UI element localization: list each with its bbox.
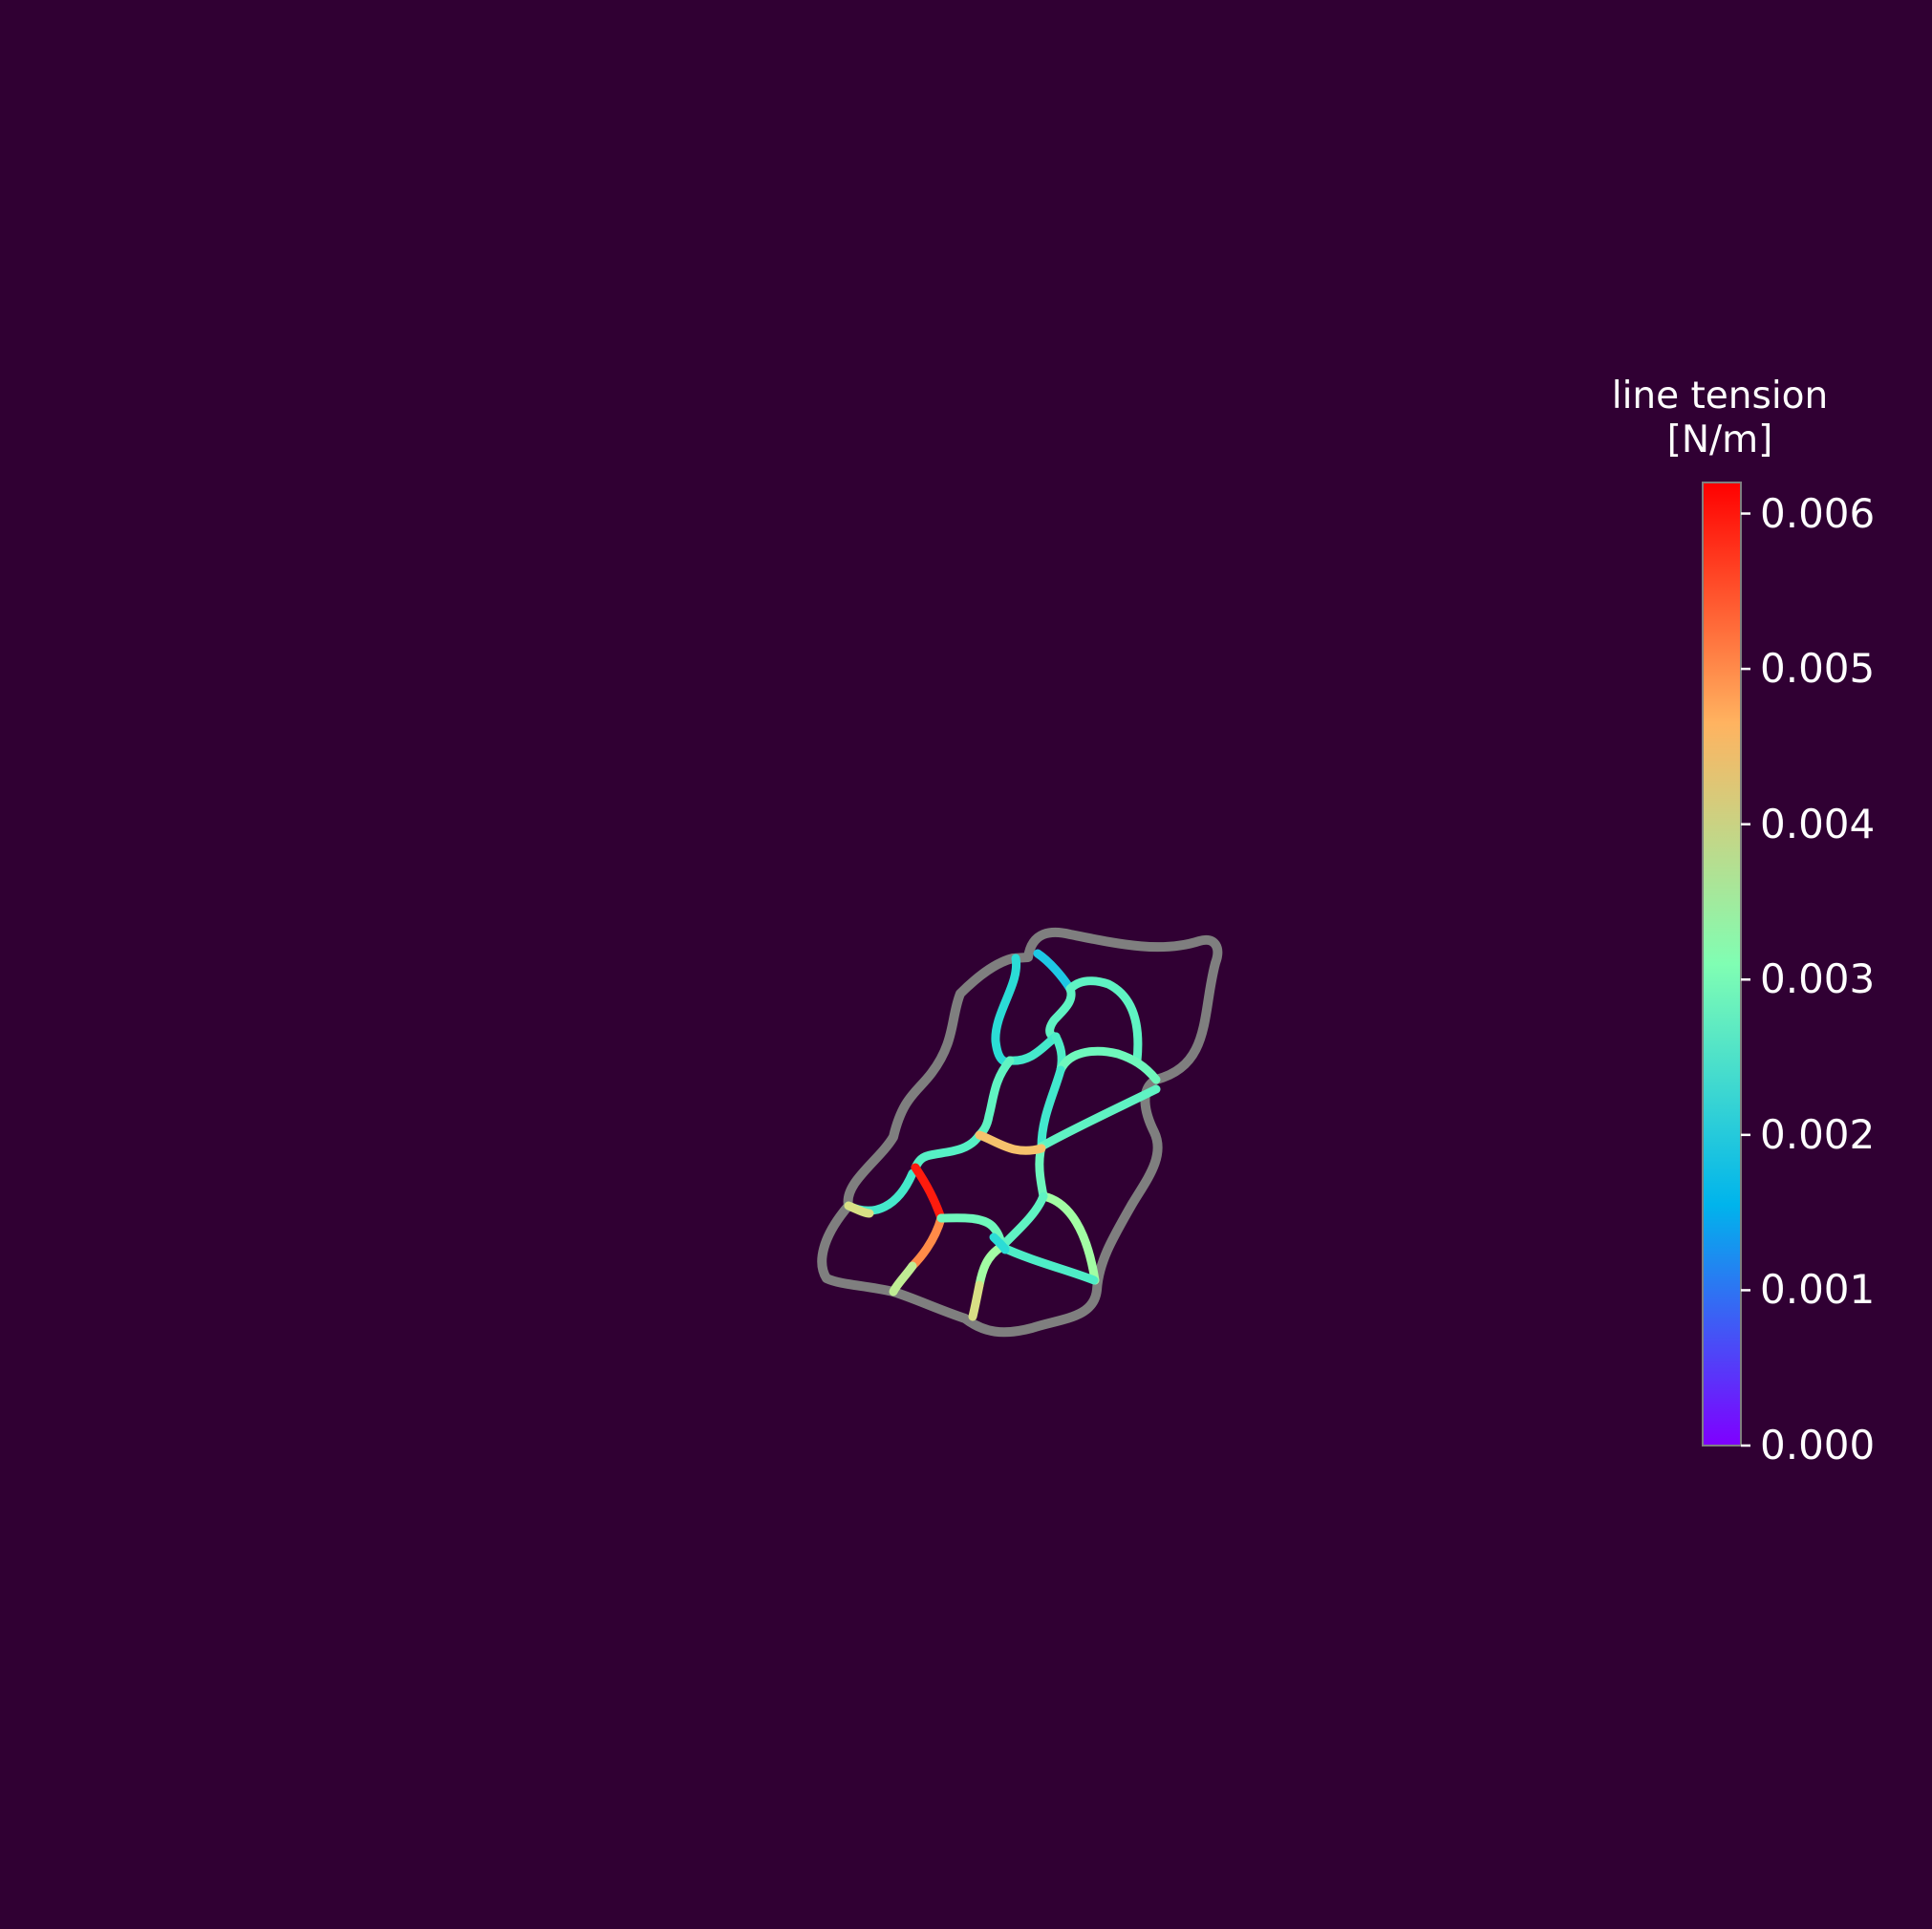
edge [975, 1242, 1006, 1290]
edge [1033, 949, 1075, 994]
tissue-boundary [817, 927, 1223, 1338]
edge [975, 1056, 1015, 1140]
edge [968, 1280, 984, 1321]
edge [911, 1163, 946, 1223]
edge [844, 1201, 874, 1218]
edge [1037, 1065, 1065, 1151]
colorbar-tick-label: 0.001 [1760, 1266, 1876, 1314]
edge [997, 1242, 1099, 1285]
edge [911, 1130, 984, 1172]
colorbar-tick-label: 0.003 [1760, 955, 1876, 1003]
edge [1039, 1191, 1100, 1285]
edge [1045, 984, 1076, 1041]
edge [1005, 1032, 1061, 1065]
edge [1056, 1046, 1161, 1084]
colorbar-title: line tension [N/m] [1567, 375, 1873, 462]
colorbar-tick-label: 0.002 [1760, 1110, 1876, 1158]
edge [1035, 1142, 1048, 1201]
colorbar-title-line1: line tension [1611, 375, 1829, 418]
colorbar [1702, 482, 1742, 1447]
edge [991, 954, 1021, 1066]
colorbar-tick-label: 0.006 [1760, 489, 1876, 537]
edge [1037, 1084, 1161, 1151]
colorbar-tick-label: 0.000 [1760, 1422, 1876, 1468]
edge [908, 1213, 946, 1271]
colorbar-tick-label: 0.004 [1760, 800, 1876, 847]
edge [889, 1261, 917, 1297]
edge [997, 1191, 1048, 1252]
edge [1065, 976, 1143, 1065]
colorbar-title-line2: [N/m] [1666, 418, 1773, 461]
edge [936, 1213, 1006, 1252]
colorbar-tick-label: 0.005 [1760, 645, 1876, 693]
edge [975, 1130, 1046, 1155]
edge [989, 1232, 1010, 1254]
